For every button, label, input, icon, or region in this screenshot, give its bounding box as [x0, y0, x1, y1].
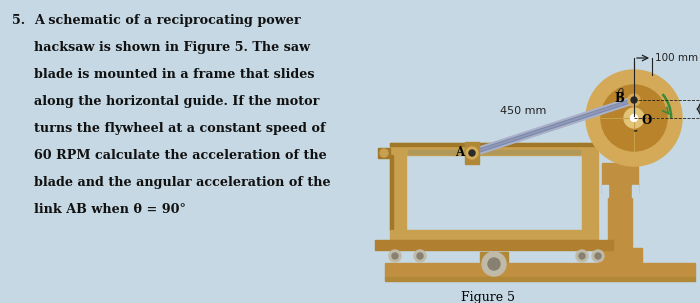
Text: A: A [455, 145, 464, 158]
Text: along the horizontal guide. If the motor: along the horizontal guide. If the motor [34, 95, 319, 108]
Circle shape [469, 150, 475, 156]
Circle shape [488, 258, 500, 270]
Text: link AB when θ = 90°: link AB when θ = 90° [34, 203, 186, 216]
Text: blade and the angular acceleration of the: blade and the angular acceleration of th… [34, 176, 330, 189]
Text: 450 mm: 450 mm [500, 105, 546, 115]
Text: 60 RPM calculate the acceleration of the: 60 RPM calculate the acceleration of the [34, 149, 327, 162]
Circle shape [380, 149, 388, 157]
Circle shape [586, 70, 682, 166]
Circle shape [628, 94, 640, 106]
Bar [632, 185, 638, 197]
Bar [378, 148, 390, 158]
Bar [385, 263, 695, 277]
Bar [408, 150, 580, 154]
Circle shape [392, 253, 398, 259]
Bar [390, 155, 393, 230]
Circle shape [579, 253, 585, 259]
Circle shape [576, 250, 588, 262]
Circle shape [482, 252, 506, 276]
Bar [390, 143, 598, 155]
Bar [385, 277, 695, 281]
Circle shape [595, 253, 601, 259]
Bar [602, 163, 638, 193]
Text: O: O [642, 115, 652, 128]
Text: θ: θ [617, 88, 624, 101]
Circle shape [414, 250, 426, 262]
Bar [480, 252, 508, 262]
Circle shape [624, 108, 644, 128]
Bar [375, 240, 613, 250]
Text: A schematic of a reciprocating power: A schematic of a reciprocating power [34, 14, 300, 27]
Bar [608, 193, 632, 248]
Text: hacksaw is shown in Figure 5. The saw: hacksaw is shown in Figure 5. The saw [34, 41, 310, 54]
Bar [390, 143, 598, 146]
Bar [582, 155, 598, 230]
Circle shape [592, 250, 604, 262]
Circle shape [631, 115, 638, 122]
Bar [390, 155, 406, 230]
Bar [602, 185, 608, 197]
Text: 100 mm: 100 mm [655, 53, 698, 63]
Text: blade is mounted in a frame that slides: blade is mounted in a frame that slides [34, 68, 314, 81]
Text: 5.: 5. [12, 14, 25, 27]
Text: B: B [614, 92, 624, 105]
Text: turns the flywheel at a constant speed of: turns the flywheel at a constant speed o… [34, 122, 326, 135]
Bar [390, 230, 598, 240]
Circle shape [466, 147, 478, 159]
Circle shape [417, 253, 423, 259]
Bar [465, 142, 479, 164]
Circle shape [389, 250, 401, 262]
Circle shape [601, 85, 667, 151]
Circle shape [631, 97, 637, 103]
Bar [598, 248, 642, 263]
Text: Figure 5: Figure 5 [461, 291, 515, 303]
